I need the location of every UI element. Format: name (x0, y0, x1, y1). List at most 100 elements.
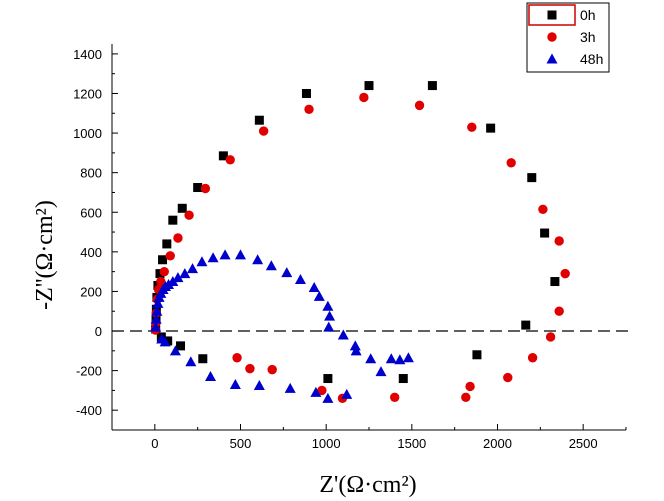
data-point-3h (232, 353, 242, 363)
data-point-3h (359, 92, 369, 103)
data-point-3h (225, 155, 235, 165)
data-point-3h (267, 364, 277, 375)
data-point-3h (461, 392, 471, 403)
data-point-48h (235, 249, 246, 260)
data-point-48h (179, 268, 191, 279)
data-point-0h (427, 81, 437, 91)
data-point-3h (156, 276, 166, 287)
data-point-48h (252, 254, 264, 265)
data-point-3h (184, 210, 194, 220)
data-point-0h (540, 228, 550, 238)
data-point-48h (350, 345, 362, 356)
data-point-0h (472, 350, 482, 360)
data-point-3h (173, 233, 183, 243)
data-point-48h (169, 345, 181, 356)
data-point-48h (187, 263, 199, 274)
data-point-48h (324, 310, 336, 321)
data-point-0h (168, 215, 178, 225)
data-point-3h (503, 372, 513, 383)
y-tick-label: 800 (80, 166, 102, 181)
data-points (150, 81, 570, 404)
data-point-48h (219, 249, 231, 260)
axis-ticks (111, 44, 634, 431)
data-point-48h (308, 281, 320, 292)
data-point-48h (323, 321, 335, 332)
data-point-48h (172, 272, 184, 283)
data-point-3h (545, 332, 556, 342)
data-point-48h (394, 354, 406, 365)
data-point-48h (281, 267, 293, 278)
data-point-48h (253, 379, 265, 390)
data-point-3h (538, 204, 548, 214)
data-point-0h (176, 341, 186, 351)
data-point-0h (198, 354, 208, 364)
legend-marker-0h (547, 10, 557, 20)
data-point-0h (323, 374, 333, 384)
legend-marker-3h (547, 32, 557, 42)
y-tick-label: 1000 (73, 126, 102, 141)
data-point-48h (349, 340, 361, 351)
data-point-48h (341, 388, 353, 399)
data-point-48h (310, 386, 322, 397)
x-tick-label: 2500 (569, 436, 598, 451)
data-point-0h (155, 269, 165, 279)
data-point-48h (167, 276, 179, 287)
legend-box (526, 2, 610, 73)
x-tick-label: 0 (151, 436, 158, 451)
data-point-0h (550, 277, 560, 287)
data-point-0h (527, 173, 537, 183)
data-point-3h (245, 363, 255, 374)
data-point-0h (162, 239, 172, 249)
data-point-3h (554, 306, 564, 316)
data-point-3h (159, 266, 169, 277)
data-point-0h (398, 374, 408, 384)
data-point-0h (301, 88, 311, 98)
y-tick-label: -200 (76, 364, 102, 379)
data-point-48h (294, 274, 306, 285)
data-point-48h (152, 297, 164, 308)
y-tick-label: 400 (80, 245, 102, 260)
data-point-3h (304, 104, 314, 115)
data-point-3h (200, 183, 211, 194)
data-point-0h (218, 151, 228, 161)
x-tick-label: 1000 (312, 436, 341, 451)
data-point-3h (258, 126, 269, 136)
data-point-0h (364, 81, 374, 91)
x-tick-label: 500 (230, 436, 252, 451)
data-point-48h (196, 256, 208, 267)
data-point-0h (486, 123, 496, 133)
data-point-48h (365, 353, 377, 364)
data-point-0h (254, 115, 264, 125)
data-point-0h (521, 320, 531, 330)
x-tick-label: 2000 (483, 436, 512, 451)
data-point-48h (322, 392, 334, 403)
y-tick-label: 1400 (73, 47, 102, 62)
data-point-0h (193, 183, 203, 193)
legend-label-3h: 3h (580, 29, 596, 45)
data-point-48h (284, 382, 296, 393)
data-point-3h (554, 236, 564, 246)
data-point-48h (337, 329, 349, 340)
legend: 0h 3h 48h (526, 2, 610, 73)
data-point-48h (313, 290, 325, 301)
data-point-3h (467, 122, 477, 132)
data-point-0h (158, 255, 168, 265)
data-point-3h (506, 158, 516, 168)
data-point-3h (390, 392, 400, 403)
data-point-48h (375, 366, 387, 377)
data-point-48h (150, 321, 162, 332)
y-tick-label: 200 (80, 284, 102, 299)
tick-labels: -400 -200 0 200 400 600 800 1000 1200 1400 0 500 100… (73, 47, 598, 451)
data-point-48h (322, 300, 334, 311)
data-point-48h (205, 371, 217, 382)
data-point-3h (527, 353, 538, 363)
y-tick-label: -400 (76, 403, 102, 418)
data-point-3h (414, 100, 425, 111)
data-point-48h (207, 252, 219, 263)
data-point-0h (177, 203, 187, 213)
legend-label-48h: 48h (580, 51, 603, 67)
data-point-48h (229, 378, 241, 389)
data-point-48h (402, 352, 414, 363)
legend-label-0h: 0h (580, 7, 596, 23)
data-point-3h (165, 251, 175, 261)
